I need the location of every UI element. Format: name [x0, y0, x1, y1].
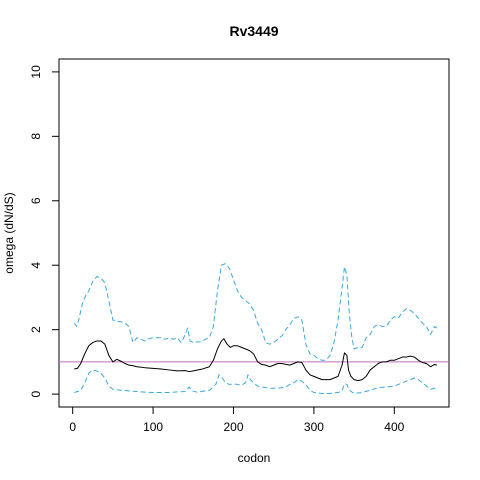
- x-tick-label: 200: [223, 420, 243, 434]
- x-axis-label: codon: [238, 451, 271, 465]
- y-axis-label: omega (dN/dS): [2, 192, 16, 273]
- x-tick-label: 100: [143, 420, 163, 434]
- y-tick-label: 2: [29, 326, 43, 333]
- chart-title: Rv3449: [229, 23, 278, 39]
- series-line-lower-bound: [74, 369, 438, 394]
- y-tick-label: 4: [29, 262, 43, 269]
- y-tick-label: 10: [29, 65, 43, 79]
- x-tick-label: 0: [69, 420, 76, 434]
- y-tick-label: 8: [29, 133, 43, 140]
- series-line-estimate: [74, 338, 438, 382]
- y-tick-label: 0: [29, 390, 43, 397]
- x-tick-label: 300: [304, 420, 324, 434]
- x-tick-label: 400: [384, 420, 404, 434]
- plot-layer: 0 100 200 300 400 0 2 4 6 8 10: [29, 58, 450, 434]
- series-line-upper-bound: [73, 263, 438, 361]
- y-tick-label: 6: [29, 197, 43, 204]
